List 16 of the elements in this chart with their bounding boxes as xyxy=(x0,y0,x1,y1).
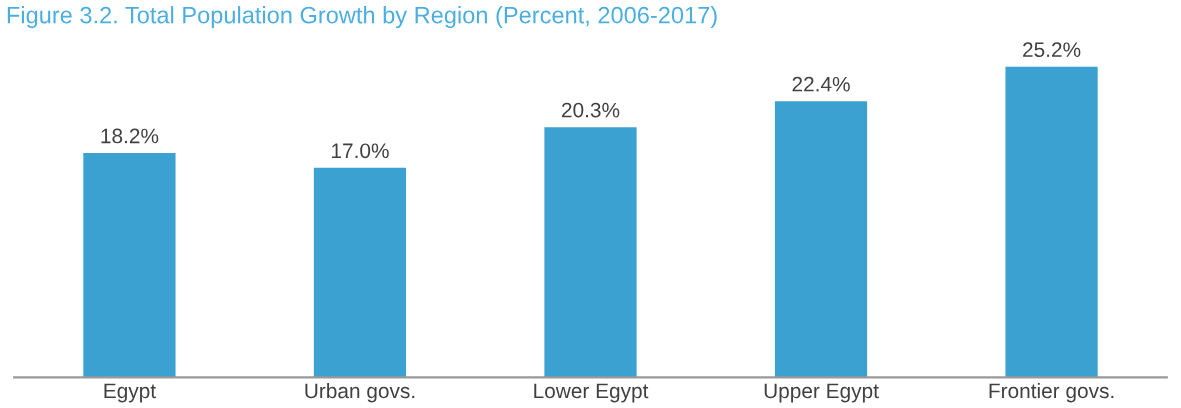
bar xyxy=(1005,66,1098,378)
data-label: 18.2% xyxy=(101,128,159,144)
chart-title: Figure 3.2. Total Population Growth by Region (Percent, 2006-2017) xyxy=(7,6,717,29)
bar xyxy=(544,127,637,378)
x-tick-label: Lower Egypt xyxy=(534,383,649,403)
data-label: 25.2% xyxy=(1023,42,1081,58)
x-tick-label: Frontier govs. xyxy=(989,382,1114,403)
x-tick-label: Urban govs. xyxy=(305,382,415,403)
bar xyxy=(83,153,176,378)
x-tick-label: Upper Egypt xyxy=(764,383,879,403)
x-tick-label: Egypt xyxy=(104,383,156,403)
data-label: 20.3% xyxy=(562,102,620,118)
data-label: 17.0% xyxy=(332,143,389,159)
bar xyxy=(774,101,868,378)
data-label: 22.4% xyxy=(792,76,850,92)
bar xyxy=(313,167,407,378)
